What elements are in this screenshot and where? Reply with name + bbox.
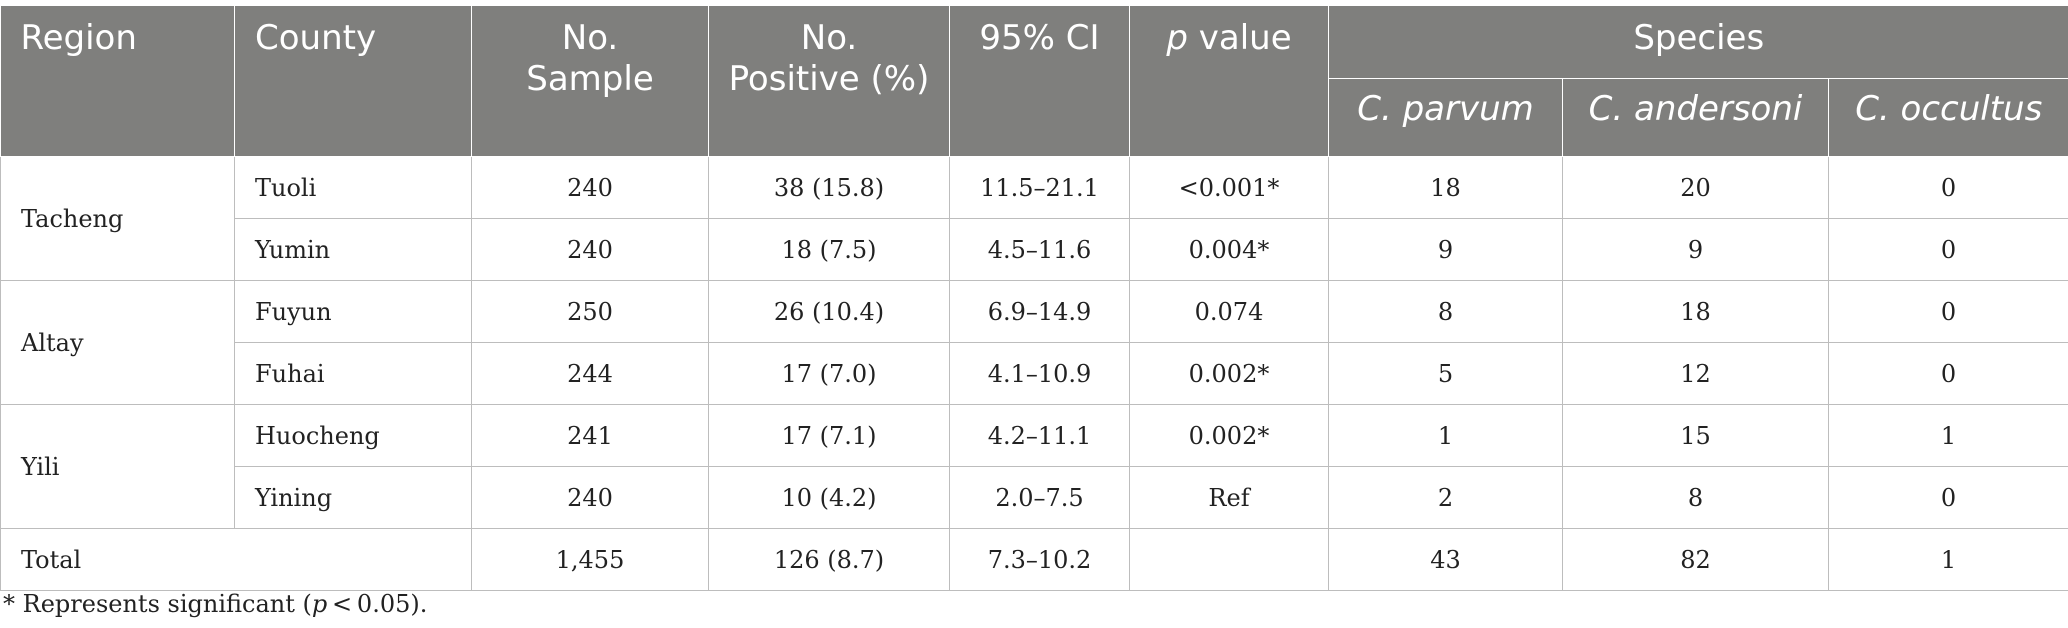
p-value-cell: 0.002*	[1129, 404, 1329, 467]
footnote-p-italic: p	[311, 590, 328, 618]
sample-cell: 240	[471, 156, 709, 219]
positive-cell: 18 (7.5)	[708, 218, 950, 281]
c-andersoni-cell: 15	[1562, 404, 1829, 467]
header-p-rest: value	[1187, 18, 1292, 58]
c-andersoni-cell: 20	[1562, 156, 1829, 219]
header-c-andersoni: C. andersoni	[1562, 78, 1829, 157]
county-cell: Huocheng	[234, 404, 472, 467]
county-cell: Fuyun	[234, 280, 472, 343]
total-sample-cell: 1,455	[471, 528, 709, 591]
header-species: Species	[1328, 6, 2068, 79]
table-row: Altay Fuyun 250 26 (10.4) 6.9–14.9 0.074…	[0, 280, 2068, 405]
header-row-2: C. parvum C. andersoni C. occultus	[1, 78, 2068, 157]
total-c-andersoni-cell: 82	[1562, 528, 1829, 591]
header-no-positive-line2: Positive (%)	[728, 59, 930, 99]
header-p-value: p value	[1129, 6, 1329, 157]
header-c-parvum: C. parvum	[1328, 78, 1563, 157]
footnote-prefix: * Represents significant (	[3, 590, 312, 618]
header-ci: 95% CI	[949, 6, 1130, 157]
c-occultus-cell: 0	[1828, 280, 2068, 343]
c-andersoni-cell: 9	[1562, 218, 1829, 281]
c-occultus-cell: 1	[1828, 404, 2068, 467]
header-county: County	[234, 6, 472, 157]
header-no-sample: No. Sample	[471, 6, 709, 157]
c-parvum-cell: 2	[1328, 466, 1563, 529]
c-occultus-cell: 0	[1828, 466, 2068, 529]
positive-cell: 10 (4.2)	[708, 466, 950, 529]
ci-cell: 4.2–11.1	[949, 404, 1130, 467]
p-value-cell: <0.001*	[1129, 156, 1329, 219]
c-parvum-cell: 8	[1328, 280, 1563, 343]
total-c-occultus-cell: 1	[1828, 528, 2068, 591]
table-row: Yili Huocheng 241 17 (7.1) 4.2–11.1 0.00…	[0, 404, 2068, 529]
c-parvum-cell: 18	[1328, 156, 1563, 219]
ci-cell: 11.5–21.1	[949, 156, 1130, 219]
sample-cell: 241	[471, 404, 709, 467]
footnote-suffix: < 0.05).	[327, 590, 428, 618]
table-row: Yining 240 10 (4.2) 2.0–7.5 Ref 2 8 0	[1, 466, 2068, 529]
table-row: Tacheng Tuoli 240 38 (15.8) 11.5–21.1 <0…	[0, 156, 2068, 281]
table-row: Yumin 240 18 (7.5) 4.5–11.6 0.004* 9 9 0	[1, 218, 2068, 281]
sample-cell: 250	[471, 280, 709, 343]
c-andersoni-cell: 18	[1562, 280, 1829, 343]
header-p-italic: p	[1166, 18, 1188, 58]
header-no-positive-line1: No.	[800, 18, 858, 58]
total-row: Total 1,455 126 (8.7) 7.3–10.2 43 82 1	[0, 528, 2068, 591]
county-cell: Fuhai	[234, 342, 472, 405]
county-cell: Yumin	[234, 218, 472, 281]
county-cell: Tuoli	[234, 156, 472, 219]
positive-cell: 17 (7.0)	[708, 342, 950, 405]
header-row-1: Region County No. Sample No. Positive (%) …	[0, 6, 2068, 157]
c-andersoni-cell: 12	[1562, 342, 1829, 405]
positive-cell: 17 (7.1)	[708, 404, 950, 467]
header-region: Region	[0, 6, 235, 157]
sample-cell: 240	[471, 218, 709, 281]
c-occultus-cell: 0	[1828, 218, 2068, 281]
ci-cell: 2.0–7.5	[949, 466, 1130, 529]
ci-cell: 4.1–10.9	[949, 342, 1130, 405]
sample-cell: 240	[471, 466, 709, 529]
c-occultus-cell: 0	[1828, 156, 2068, 219]
positive-cell: 38 (15.8)	[708, 156, 950, 219]
ci-cell: 4.5–11.6	[949, 218, 1130, 281]
header-no-sample-line2: Sample	[526, 59, 654, 99]
c-parvum-cell: 9	[1328, 218, 1563, 281]
c-parvum-cell: 1	[1328, 404, 1563, 467]
header-no-positive: No. Positive (%)	[708, 6, 950, 157]
c-occultus-cell: 0	[1828, 342, 2068, 405]
region-cell: Tacheng	[0, 156, 235, 281]
county-cell: Yining	[234, 466, 472, 529]
ci-cell: 6.9–14.9	[949, 280, 1130, 343]
p-value-cell: 0.074	[1129, 280, 1329, 343]
table-row: Fuhai 244 17 (7.0) 4.1–10.9 0.002* 5 12 …	[1, 342, 2068, 405]
region-cell: Yili	[0, 404, 235, 529]
total-positive-cell: 126 (8.7)	[708, 528, 950, 591]
total-ci-cell: 7.3–10.2	[949, 528, 1130, 591]
p-value-cell: Ref	[1129, 466, 1329, 529]
region-cell: Altay	[0, 280, 235, 405]
total-c-parvum-cell: 43	[1328, 528, 1563, 591]
sample-cell: 244	[471, 342, 709, 405]
total-label: Total	[0, 528, 472, 591]
p-value-cell: 0.004*	[1129, 218, 1329, 281]
c-andersoni-cell: 8	[1562, 466, 1829, 529]
header-no-sample-line1: No.	[561, 18, 619, 58]
header-c-occultus: C. occultus	[1828, 78, 2068, 157]
p-value-cell: 0.002*	[1129, 342, 1329, 405]
c-parvum-cell: 5	[1328, 342, 1563, 405]
total-p-value-cell	[1129, 528, 1329, 591]
positive-cell: 26 (10.4)	[708, 280, 950, 343]
data-table: Region County No. Sample No. Positive (%) …	[0, 6, 2068, 591]
table-footnote: * Represents significant (p < 0.05).	[3, 590, 427, 618]
